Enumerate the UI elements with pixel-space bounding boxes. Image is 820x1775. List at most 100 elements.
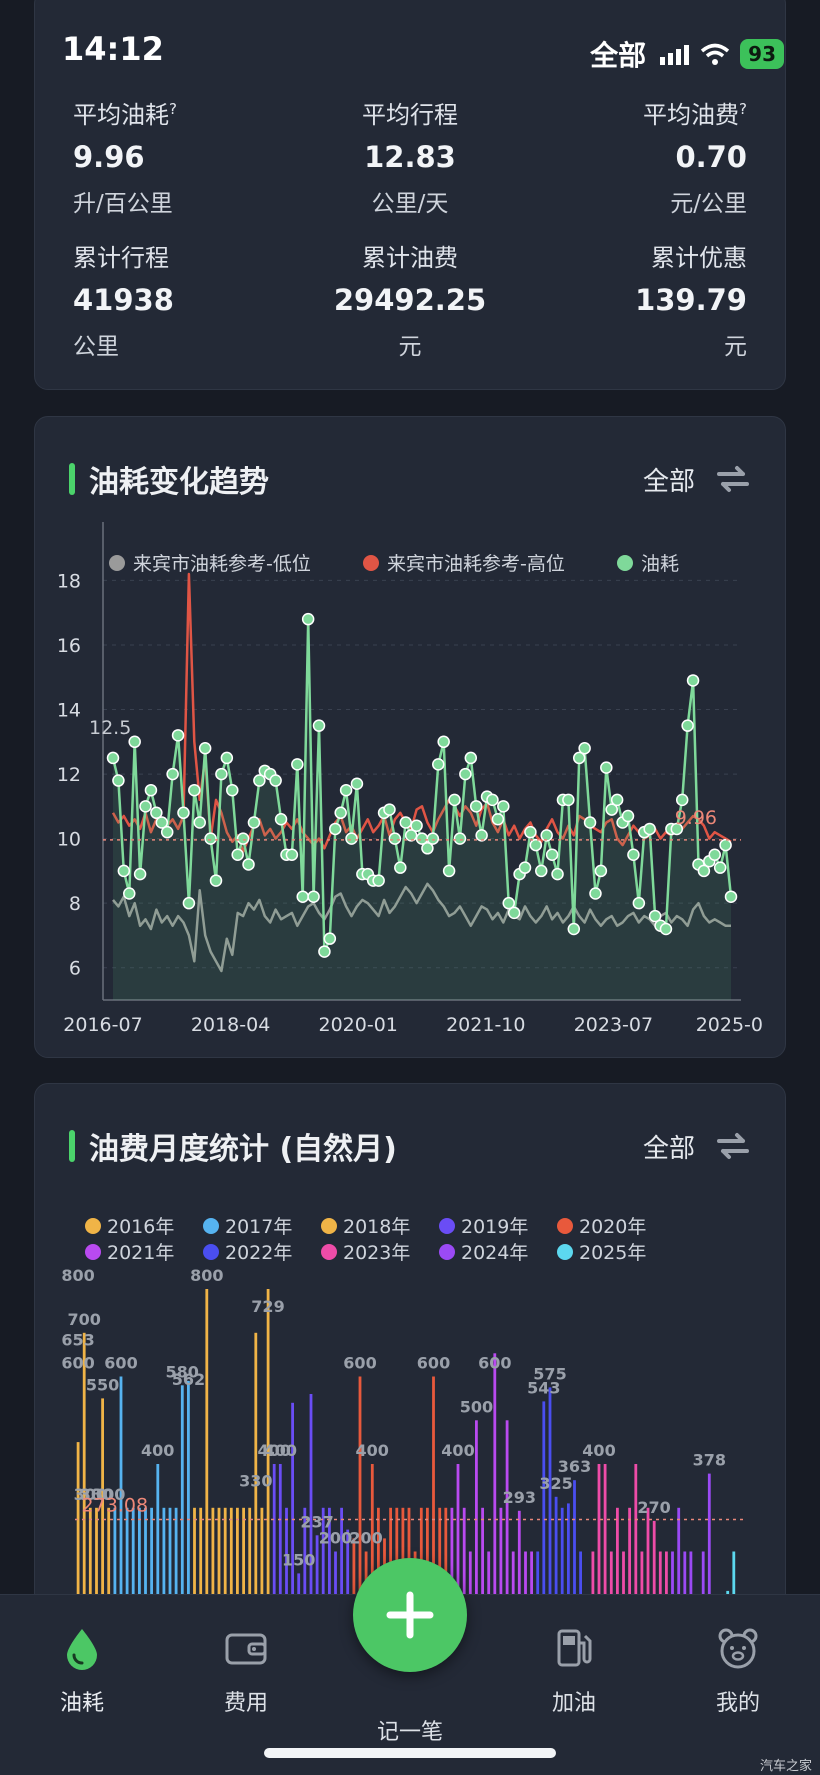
consumption-trend-card: 油耗变化趋势 全部 来宾市油耗参考-低位 来宾市油耗参考-高位 油耗 6 8 10 12 14…	[34, 416, 786, 1058]
consumption-point	[166, 767, 179, 781]
consumption-point	[155, 816, 169, 829]
month-bar	[211, 1507, 215, 1640]
month-bar	[217, 1507, 221, 1640]
bar-value-label: 562	[172, 1370, 205, 1389]
month-bar	[174, 1507, 178, 1640]
month-bar	[156, 1464, 160, 1639]
consumption-point	[144, 783, 158, 797]
month-bar	[475, 1420, 478, 1640]
month-bar	[315, 1535, 319, 1639]
month-bar	[462, 1507, 466, 1640]
card-title: 油费月度统计 (自然月)	[89, 1132, 397, 1167]
month-bar	[150, 1507, 153, 1640]
home-indicator[interactable]	[264, 1748, 556, 1758]
consumption-point	[529, 838, 543, 852]
month-bar	[272, 1464, 276, 1639]
month-bar	[358, 1376, 362, 1639]
bar-value-label: 500	[460, 1397, 493, 1416]
tab-profile[interactable]: 我的	[678, 1625, 798, 1717]
stat-unit: 公里	[73, 334, 119, 360]
consumption-point	[464, 751, 478, 765]
legend-label: 2016年	[107, 1216, 174, 1238]
consumption-point	[296, 890, 309, 903]
help-icon[interactable]: ?	[169, 100, 177, 118]
swap-icon[interactable]	[715, 1131, 751, 1161]
series-low-reference-line	[112, 882, 731, 973]
month-bar	[652, 1520, 656, 1639]
consumption-point	[421, 842, 434, 855]
stat-total-discount: 累计优惠 139.79 元	[522, 238, 747, 361]
month-bar	[456, 1464, 460, 1639]
accent-bar	[69, 1130, 75, 1162]
consumption-point	[106, 751, 120, 765]
tab-consumption[interactable]: 油耗	[22, 1625, 142, 1717]
consumption-point	[578, 741, 591, 755]
bar-value-label: 729	[251, 1297, 284, 1316]
month-bar	[285, 1507, 288, 1640]
tab-expenses[interactable]: 费用	[186, 1625, 306, 1717]
drop-icon	[67, 1629, 97, 1670]
consumption-point	[502, 896, 515, 910]
legend-marker	[557, 1244, 573, 1260]
tab-refuel[interactable]: 加油	[514, 1625, 634, 1717]
consumption-point	[117, 864, 131, 878]
stat-value: 139.79	[635, 283, 747, 317]
bar-value-label: 300	[74, 1485, 107, 1504]
consumption-point	[133, 867, 147, 881]
consumption-point	[459, 767, 472, 781]
filter-dropdown[interactable]: 全部	[642, 1133, 695, 1164]
month-bar	[193, 1507, 196, 1640]
consumption-point	[675, 793, 689, 807]
stat-unit: 元	[724, 334, 747, 360]
consumption-point	[247, 816, 261, 829]
consumption-point	[215, 767, 228, 781]
consumption-point	[594, 864, 608, 878]
consumption-point	[659, 922, 673, 936]
month-bar	[278, 1464, 282, 1639]
month-bar	[499, 1507, 503, 1640]
consumption-point	[507, 906, 521, 920]
month-bar	[493, 1353, 497, 1639]
wifi-icon	[701, 43, 730, 65]
filter-dropdown[interactable]: 全部	[642, 466, 695, 497]
plus-icon	[386, 1591, 434, 1639]
add-record-button[interactable]	[353, 1558, 467, 1672]
signal-icon	[660, 45, 690, 65]
month-bar	[370, 1464, 374, 1639]
bar-value-label: 600	[104, 1354, 137, 1373]
status-icons: 全部 93	[590, 34, 784, 74]
consumption-point	[226, 783, 239, 797]
month-bar	[634, 1464, 638, 1639]
x-tick-label: 2018-04	[191, 1014, 270, 1036]
consumption-point	[545, 848, 559, 862]
consumption-point	[648, 909, 662, 923]
x-tick-label: 2020-01	[319, 1014, 398, 1036]
bar-value-label: 580	[165, 1362, 198, 1381]
consumption-point	[551, 867, 564, 881]
stat-label: 平均油费	[643, 101, 740, 129]
month-bar	[548, 1387, 552, 1639]
consumption-area	[113, 619, 731, 1000]
x-tick-label: 2021-10	[446, 1014, 525, 1036]
legend-marker	[557, 1218, 573, 1234]
consumption-point	[643, 822, 656, 836]
month-bar	[138, 1507, 141, 1640]
consumption-point	[562, 793, 575, 807]
stat-avg-fuel-cost: 平均油费? 0.70 元/公里	[522, 95, 747, 218]
month-bar	[554, 1496, 558, 1639]
help-icon[interactable]: ?	[739, 100, 747, 118]
consumption-point	[572, 751, 586, 765]
month-bar	[567, 1503, 570, 1639]
consumption-point	[285, 848, 299, 862]
month-bar	[291, 1402, 294, 1640]
swap-icon[interactable]	[715, 464, 751, 494]
bar-value-label: 400	[141, 1441, 174, 1460]
consumption-point	[486, 793, 499, 807]
consumption-point	[469, 800, 483, 813]
bar-value-label: 400	[264, 1441, 297, 1460]
legend-label: 2019年	[461, 1216, 528, 1238]
wallet-icon	[225, 1633, 267, 1665]
stat-value: 12.83	[364, 140, 456, 174]
legend-label: 2020年	[579, 1216, 646, 1238]
average-label: 9.96	[675, 807, 717, 829]
